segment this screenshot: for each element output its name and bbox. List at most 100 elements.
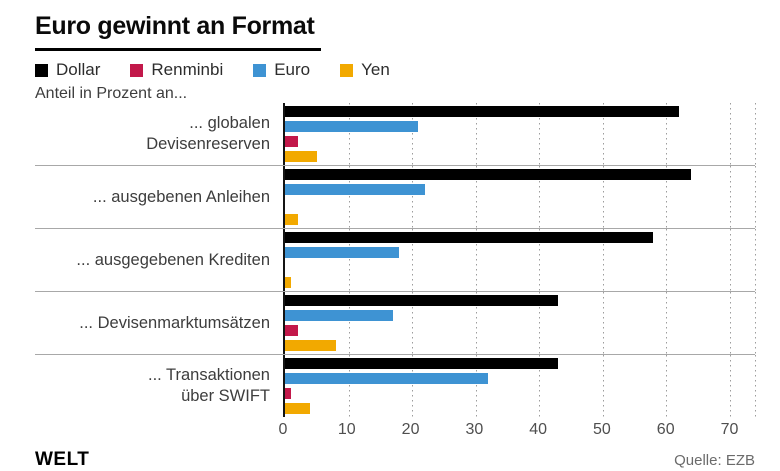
gridline (729, 103, 731, 165)
bar-renminbi (285, 388, 292, 399)
gridline (348, 103, 350, 165)
plot-area (283, 355, 756, 417)
bar-stack (285, 358, 755, 414)
bar-yen (285, 277, 292, 288)
gridline (412, 166, 414, 228)
legend-label: Euro (274, 60, 311, 79)
chart-group: ... ausgebenen Anleihen (35, 165, 756, 228)
gridline (602, 229, 604, 291)
gridline (666, 229, 668, 291)
x-tick-label: 30 (465, 421, 484, 438)
legend-item-yen: Yen (340, 60, 390, 80)
legend-swatch-icon (253, 63, 267, 77)
bar-dollar (285, 169, 692, 180)
category-label: ... ausgebenen Anleihen (92, 187, 270, 206)
source-credit: Quelle: EZB (674, 452, 755, 469)
gridline (412, 103, 414, 165)
legend-swatch-icon (35, 63, 48, 77)
gridline (348, 229, 350, 291)
gridline (475, 292, 477, 354)
gridline (602, 355, 604, 417)
infographic: Euro gewinnt an Format Dollar Renminbi Eur… (35, 12, 756, 470)
category-label: ... ausgegebenen Krediten (76, 250, 270, 269)
x-axis: 0 10 20 30 40 50 60 70 (279, 421, 755, 441)
chart-groups: ... globalen Devisenreserven ... ausgeben… (35, 103, 756, 417)
gridline (666, 103, 668, 165)
gridline (412, 355, 414, 417)
legend-label: Dollar (56, 60, 101, 79)
bar-euro (285, 184, 425, 195)
gridline (755, 292, 756, 354)
legend-swatch-icon (340, 63, 354, 77)
legend-item-renminbi: Renminbi (130, 60, 223, 80)
gridline (602, 292, 604, 354)
gridline (666, 166, 668, 228)
footer: WELT Quelle: EZB (35, 449, 755, 471)
gridline (755, 103, 756, 165)
gridline (539, 229, 541, 291)
gridline (412, 229, 414, 291)
chart-title: Euro gewinnt an Format (35, 12, 321, 51)
chart-group: ... Transaktionen über SWIFT (35, 354, 756, 417)
gridline (539, 166, 541, 228)
bar-stack (285, 295, 755, 351)
gridline (475, 229, 477, 291)
category-label: ... Devisenmarktumsätzen (79, 313, 270, 332)
legend-item-euro: Euro (253, 60, 310, 80)
gridline (666, 292, 668, 354)
gridline (755, 355, 756, 417)
bar-renminbi (285, 136, 298, 147)
bar-yen (285, 340, 336, 351)
gridline (729, 355, 731, 417)
gridline (348, 166, 350, 228)
welt-logo: WELT (35, 449, 90, 470)
bar-dollar (285, 295, 559, 306)
x-tick-label: 60 (656, 421, 675, 438)
bar-yen (285, 151, 317, 162)
gridline (539, 355, 541, 417)
x-tick-label: 70 (720, 421, 739, 438)
bar-dollar (285, 106, 679, 117)
gridline (755, 166, 756, 228)
gridline (729, 166, 731, 228)
category-label: ... Transaktionen über SWIFT (148, 366, 270, 405)
gridline (602, 166, 604, 228)
gridline (475, 166, 477, 228)
gridline (602, 103, 604, 165)
gridline (539, 103, 541, 165)
bar-dollar (285, 358, 559, 369)
bar-renminbi (285, 325, 298, 336)
legend-label: Yen (361, 60, 390, 79)
gridline (475, 355, 477, 417)
bar-dollar (285, 232, 654, 243)
category-label: ... globalen Devisenreserven (146, 114, 270, 153)
gridline (666, 355, 668, 417)
legend-item-dollar: Dollar (35, 60, 100, 80)
bar-euro (285, 121, 419, 132)
bar-yen (285, 214, 298, 225)
x-tick-label: 50 (593, 421, 611, 438)
bar-euro (285, 247, 400, 258)
bar-euro (285, 310, 393, 321)
gridline (729, 292, 731, 354)
legend-swatch-icon (130, 63, 144, 77)
chart-group: ... globalen Devisenreserven (35, 103, 756, 165)
x-tick-label: 10 (337, 421, 356, 438)
chart-subtitle: Anteil in Prozent an... (35, 85, 188, 102)
bar-stack (285, 232, 755, 288)
x-tick-label: 40 (529, 421, 548, 438)
bar-stack (285, 106, 755, 162)
gridline (475, 103, 477, 165)
gridline (539, 292, 541, 354)
gridline (348, 355, 350, 417)
bar-euro (285, 373, 489, 384)
gridline (729, 229, 731, 291)
gridline (755, 229, 756, 291)
plot-area (283, 166, 756, 228)
x-tick-label: 0 (278, 421, 288, 438)
bar-yen (285, 403, 311, 414)
plot-area (283, 292, 756, 354)
chart-group: ... ausgegebenen Krediten (35, 228, 756, 291)
gridline (348, 292, 350, 354)
plot-area (283, 229, 756, 291)
